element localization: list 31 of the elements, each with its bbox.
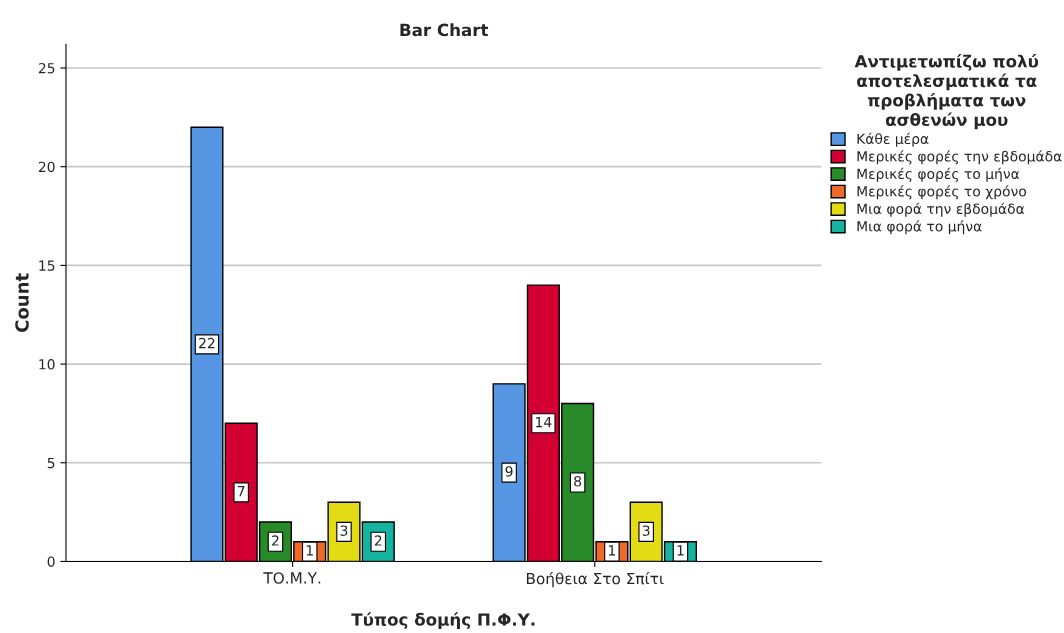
bar bbox=[190, 126, 224, 562]
y-tick-label: 20 bbox=[38, 161, 55, 173]
legend-label: Μερικές φορές το μήνα bbox=[857, 167, 1020, 182]
data-label: 1 bbox=[609, 545, 616, 556]
legend-label: Μια φορά το μήνα bbox=[857, 220, 982, 235]
data-label: 1 bbox=[306, 545, 313, 556]
legend-label: Μια φορά την εβδομάδα bbox=[857, 202, 1025, 217]
data-label: 3 bbox=[642, 525, 650, 536]
data-label: 1 bbox=[677, 545, 684, 556]
x-tick-label: ΤΟ.Μ.Υ. bbox=[263, 572, 321, 584]
legend-label: Μερικές φορές το χρόνο bbox=[857, 185, 1027, 200]
data-label: 14 bbox=[536, 417, 552, 428]
y-tick-label: 10 bbox=[39, 359, 55, 370]
data-label: 8 bbox=[574, 476, 582, 487]
y-tick-label: 25 bbox=[38, 62, 55, 74]
data-label: 22 bbox=[199, 337, 215, 349]
legend-label: Κάθε μέρα bbox=[857, 132, 929, 147]
x-axis-title: Τύπος δομής Π.Φ.Υ. bbox=[351, 612, 535, 630]
chart-title: Bar Chart bbox=[400, 23, 489, 37]
y-tick-label: 15 bbox=[39, 260, 55, 271]
legend-title: Αντιμετωπίζω πολύ αποτελεσματικά τα προβλήματα των ασθενών μου bbox=[854, 54, 1039, 130]
y-tick-label: 0 bbox=[47, 556, 55, 567]
legend-label: Μερικές φορές την εβδομάδα bbox=[857, 150, 1062, 165]
data-label: 9 bbox=[505, 466, 513, 477]
data-label: 7 bbox=[237, 486, 245, 497]
y-tick-label: 5 bbox=[47, 457, 55, 469]
data-label: 2 bbox=[374, 535, 382, 546]
data-label: 3 bbox=[340, 525, 348, 536]
y-axis-title: Count bbox=[15, 273, 29, 332]
x-tick-label: Βοήθεια Στο Σπίτι bbox=[526, 571, 664, 588]
data-label: 2 bbox=[272, 535, 279, 546]
